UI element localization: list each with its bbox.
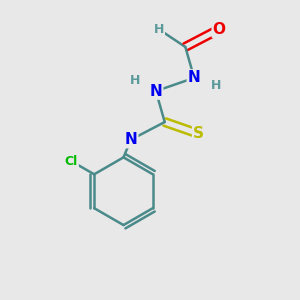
Text: H: H <box>211 79 221 92</box>
Text: N: N <box>149 84 162 99</box>
Text: H: H <box>130 74 140 87</box>
Text: N: N <box>188 70 200 86</box>
Text: Cl: Cl <box>64 154 78 167</box>
Text: H: H <box>154 23 164 36</box>
Text: O: O <box>213 22 226 37</box>
Text: S: S <box>193 126 204 141</box>
Text: N: N <box>124 132 137 147</box>
